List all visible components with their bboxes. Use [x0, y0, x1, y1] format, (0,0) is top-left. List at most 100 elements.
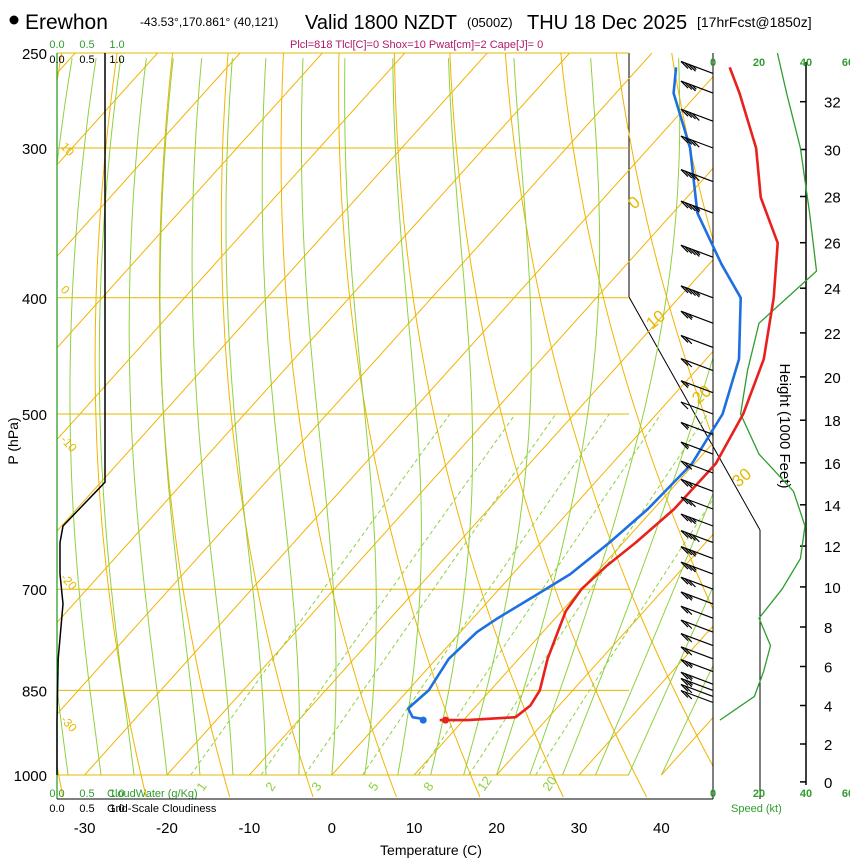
wind-barb-full — [680, 496, 689, 505]
isotherm — [57, 53, 241, 258]
wind-barb-full — [680, 677, 689, 686]
wind-barb — [680, 677, 714, 691]
wind-barb-full — [691, 173, 700, 182]
wind-barb-staff — [680, 646, 714, 660]
surface-temperature-marker — [442, 716, 449, 724]
wind-barb — [680, 334, 714, 348]
wind-barb-full — [684, 578, 693, 587]
moist-adiabat — [430, 58, 474, 776]
wind-barb-full — [688, 83, 696, 92]
wind-barb-full — [680, 421, 689, 430]
moist-adiabat — [128, 58, 168, 776]
wind-tick-top: 20 — [753, 57, 765, 69]
mixing-ratio-label: 3 — [308, 779, 324, 794]
wind-barb-half — [691, 84, 697, 90]
wind-barb-full — [684, 647, 693, 656]
wind-barb-full — [688, 138, 696, 147]
wind-barb-half — [695, 250, 701, 256]
utc-time: (0500Z) — [467, 15, 513, 30]
wind-barb-full — [684, 531, 693, 540]
wind-barb-full — [684, 547, 693, 556]
wind-barb-half — [684, 381, 690, 387]
temperature-tick-label: -10 — [239, 820, 261, 837]
isotherm-label-right: 30 — [728, 464, 755, 491]
moist-adiabat — [496, 58, 601, 776]
temperature-tick-label: -20 — [156, 820, 178, 837]
cloudwater-tick-top: 1.0 — [109, 39, 124, 51]
height-tick-label: 28 — [824, 190, 841, 207]
wind-barb-staff — [680, 169, 714, 183]
wind-barb-half — [684, 423, 690, 429]
wind-barb — [680, 605, 714, 619]
wind-barb-full — [680, 530, 689, 539]
isotherm — [578, 625, 713, 776]
wind-barb-full — [684, 480, 693, 489]
temperature-profile — [439, 66, 780, 722]
moist-adiabat — [261, 58, 300, 776]
wind-barb-half — [688, 313, 693, 319]
mixing-ratio-line — [190, 413, 451, 776]
wind-barb-full — [688, 111, 696, 120]
wind-barb-full — [684, 82, 693, 90]
wind-barb-full — [684, 691, 693, 700]
wind-barb — [680, 401, 714, 415]
pressure-tick-label: 400 — [22, 291, 47, 308]
wind-barb-full — [684, 62, 693, 71]
wind-barb-staff — [680, 108, 714, 122]
wind-barb-full — [680, 646, 689, 655]
height-tick-label: 14 — [824, 498, 841, 515]
wind-barb — [680, 60, 714, 74]
grid-layer — [57, 53, 713, 798]
wind-barb-staff — [680, 358, 714, 372]
wind-barb-full — [684, 110, 693, 119]
wind-barb-staff — [680, 334, 714, 348]
wind-barb-full — [680, 460, 689, 469]
isotherm — [331, 350, 713, 776]
cloudwater-tick-bottom: 0.0 — [49, 788, 64, 800]
wind-barb-half — [691, 550, 697, 556]
wind-barb-staff — [680, 513, 714, 527]
wind-barb — [680, 478, 714, 492]
dry-adiabat — [615, 53, 713, 440]
wind-barb-half — [688, 481, 693, 487]
wind-barb-half — [688, 594, 693, 600]
wind-barb-full — [680, 401, 689, 410]
temperature-tick-label: -30 — [74, 820, 96, 837]
wind-barb-full — [680, 690, 689, 698]
cloudiness-tick-top: 0.0 — [49, 54, 64, 66]
wind-barb-full — [684, 336, 693, 345]
moist-adiabat — [159, 58, 201, 776]
wind-barb-full — [680, 200, 689, 209]
wind-barb — [680, 169, 714, 183]
mixing-ratio-line — [468, 413, 709, 776]
wind-barb-staff — [680, 689, 714, 704]
wind-tick-bottom: 20 — [753, 788, 765, 800]
wind-barb-staff — [680, 421, 714, 435]
wind-barb-staff — [680, 135, 714, 149]
height-tick-label: 24 — [824, 281, 841, 298]
mixing-ratio-label: 5 — [365, 779, 381, 794]
mixing-ratio-line — [304, 413, 557, 776]
cloudiness-tick-bottom: 0.0 — [49, 803, 64, 815]
wind-barb-full — [684, 286, 693, 295]
pressure-tick-label: 250 — [22, 46, 47, 63]
wind-barb-full — [684, 497, 693, 506]
dry-adiabat — [338, 53, 481, 798]
wind-barb — [680, 135, 714, 149]
moist-adiabat — [300, 58, 337, 776]
wind-tick-top: 0 — [710, 57, 716, 69]
wind-barb-staff — [680, 496, 714, 510]
wind-barb — [680, 80, 714, 94]
wind-barb — [680, 619, 714, 633]
wind-barb-full — [680, 576, 689, 585]
isotherm-label: -30 — [58, 713, 80, 735]
wind-tick-top: 40 — [800, 57, 812, 69]
wind-barb-full — [684, 359, 693, 368]
isotherm-label: -10 — [58, 433, 80, 455]
height-tick-label: 2 — [824, 737, 832, 754]
isotherm-label: 10 — [58, 140, 78, 160]
wind-barb-full — [680, 244, 689, 253]
cloudiness-tick-bottom: 0.5 — [79, 803, 94, 815]
isotherm — [57, 53, 323, 349]
